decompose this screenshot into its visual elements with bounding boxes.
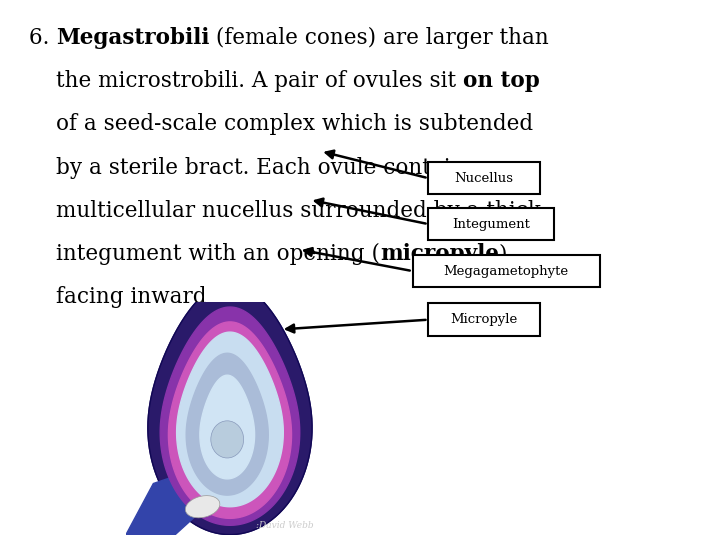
Text: micropyle: micropyle	[380, 243, 499, 265]
Text: facing inward: facing inward	[56, 286, 207, 308]
Text: ): )	[499, 243, 508, 265]
Text: Integument: Integument	[452, 218, 531, 231]
Text: multicellular nucellus surrounded by a thick: multicellular nucellus surrounded by a t…	[56, 200, 541, 222]
Text: on top: on top	[463, 70, 540, 92]
Text: Megagametophyte: Megagametophyte	[444, 265, 569, 278]
Polygon shape	[168, 322, 292, 518]
Bar	[413, 255, 600, 287]
Polygon shape	[126, 470, 214, 535]
Polygon shape	[186, 353, 269, 495]
Bar	[428, 162, 540, 194]
Bar	[428, 208, 554, 240]
Text: Nucellus: Nucellus	[455, 172, 513, 185]
Text: 6.: 6.	[29, 27, 56, 49]
Text: of a seed-scale complex which is subtended: of a seed-scale complex which is subtend…	[56, 113, 534, 136]
Text: by a sterile bract. Each ovule contains a: by a sterile bract. Each ovule contains …	[56, 157, 495, 179]
Ellipse shape	[211, 421, 243, 458]
Polygon shape	[200, 375, 255, 479]
Text: Megastrobili: Megastrobili	[56, 27, 210, 49]
Bar	[428, 303, 540, 336]
Polygon shape	[176, 332, 283, 507]
Ellipse shape	[185, 496, 220, 518]
Text: (female cones) are larger than: (female cones) are larger than	[210, 27, 549, 49]
Polygon shape	[161, 307, 300, 525]
Text: Micropyle: Micropyle	[451, 313, 518, 326]
Text: :David Webb: :David Webb	[256, 521, 313, 530]
Polygon shape	[148, 284, 312, 535]
Text: integument with an opening (: integument with an opening (	[56, 243, 380, 265]
Text: the microstrobili. A pair of ovules sit: the microstrobili. A pair of ovules sit	[56, 70, 463, 92]
